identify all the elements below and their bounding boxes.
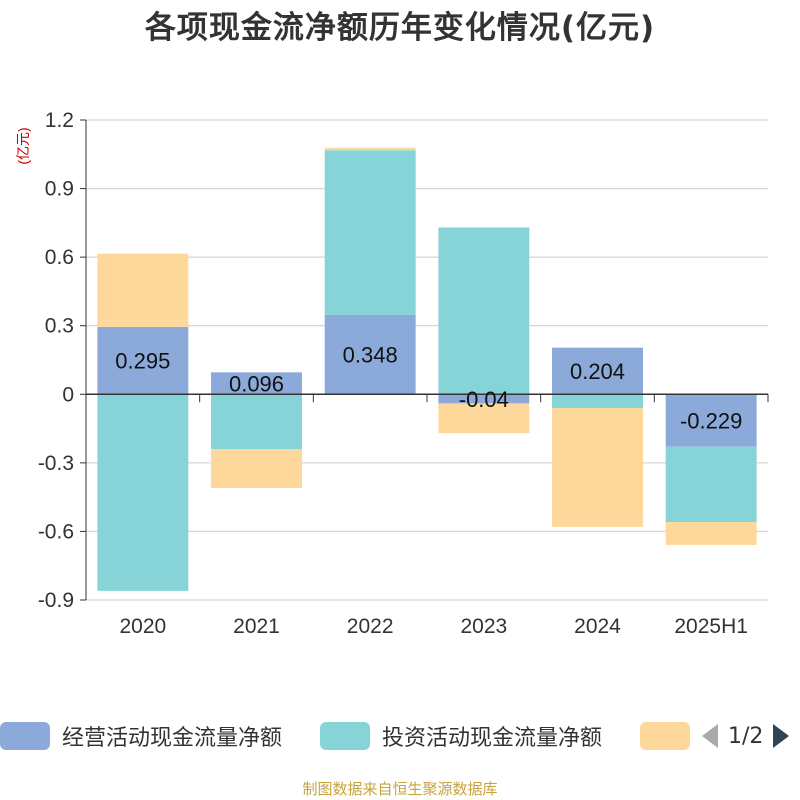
prev-page-icon[interactable] xyxy=(700,722,720,750)
bar-segment xyxy=(97,253,189,327)
x-tick-label: 2020 xyxy=(119,615,166,638)
bar-segment xyxy=(324,147,416,151)
bar-segment xyxy=(438,403,530,434)
bar-segment xyxy=(324,314,416,395)
gridlines xyxy=(86,119,768,601)
legend-label: 经营活动现金流量净额 xyxy=(62,726,283,751)
source-note: 制图数据来自恒生聚源数据库 xyxy=(302,780,498,798)
legend-pager: 1/2 xyxy=(700,716,791,756)
legend-swatch xyxy=(640,722,690,750)
bar-segment xyxy=(665,446,757,523)
legend-item-financing[interactable] xyxy=(640,716,690,756)
bar-segment xyxy=(552,394,643,408)
y-tick-label: 0 xyxy=(62,383,74,406)
bar-segment xyxy=(211,372,302,395)
legend-item-operating[interactable]: 经营活动现金流量净额 xyxy=(0,716,282,756)
next-page-icon[interactable] xyxy=(771,722,791,750)
bar-segment xyxy=(438,227,530,395)
bar-value-label: 0.096 xyxy=(229,371,284,396)
y-tick-label: 0.6 xyxy=(45,246,74,269)
axes: 1.2 0.9 0.6 0.3 0 -0.3 -0.6 -0.9 2020 2021 2022 202… xyxy=(38,109,769,638)
bar-value-label: -0.04 xyxy=(459,387,509,412)
bars xyxy=(97,147,757,591)
y-tick-label: -0.3 xyxy=(38,452,74,475)
bar-segment xyxy=(665,522,757,545)
x-tick-label: 2022 xyxy=(347,615,394,638)
bar-segment xyxy=(211,449,302,488)
y-tick-label: -0.6 xyxy=(38,520,74,543)
legend-label: 投资活动现金流量净额 xyxy=(382,726,603,751)
bar-value-label: 0.348 xyxy=(343,343,398,368)
y-axis-label: (亿元) xyxy=(15,127,31,164)
bar-segment xyxy=(211,394,302,450)
stacked-bar-chart: (亿元) 1.2 0.9 0.6 0.3 0 -0.3 -0.6 -0.9 2020 2021 20… xyxy=(15,109,769,638)
bar-segment xyxy=(97,394,189,591)
y-tick-label: -0.9 xyxy=(38,589,74,612)
bar-value-label: -0.229 xyxy=(680,408,742,433)
legend-item-investing[interactable]: 投资活动现金流量净额 xyxy=(320,716,602,756)
data-labels: 0.295 0.096 0.348 -0.04 0.204 -0.229 xyxy=(115,343,742,434)
bar-segment xyxy=(438,394,530,404)
bar-segment xyxy=(97,326,189,395)
bar-segment xyxy=(552,347,643,395)
x-tick-label: 2024 xyxy=(574,615,621,638)
legend: 经营活动现金流量净额 投资活动现金流量净额 xyxy=(0,716,800,756)
bar-segment xyxy=(665,394,757,447)
x-tick-label: 2023 xyxy=(460,615,507,638)
legend-swatch xyxy=(0,722,50,750)
legend-swatch xyxy=(320,722,370,750)
legend-page-indicator: 1/2 xyxy=(728,723,764,749)
bar-segment xyxy=(324,150,416,315)
y-tick-label: 1.2 xyxy=(45,109,74,132)
chart-title: 各项现金流净额历年变化情况(亿元) xyxy=(144,10,656,46)
bar-value-label: 0.295 xyxy=(115,349,170,374)
x-tick-label: 2025H1 xyxy=(674,615,748,638)
x-tick-label: 2021 xyxy=(233,615,280,638)
bar-segment xyxy=(552,408,643,527)
y-tick-label: 0.9 xyxy=(45,178,74,201)
bar-value-label: 0.204 xyxy=(570,359,625,384)
y-tick-label: 0.3 xyxy=(45,315,74,338)
